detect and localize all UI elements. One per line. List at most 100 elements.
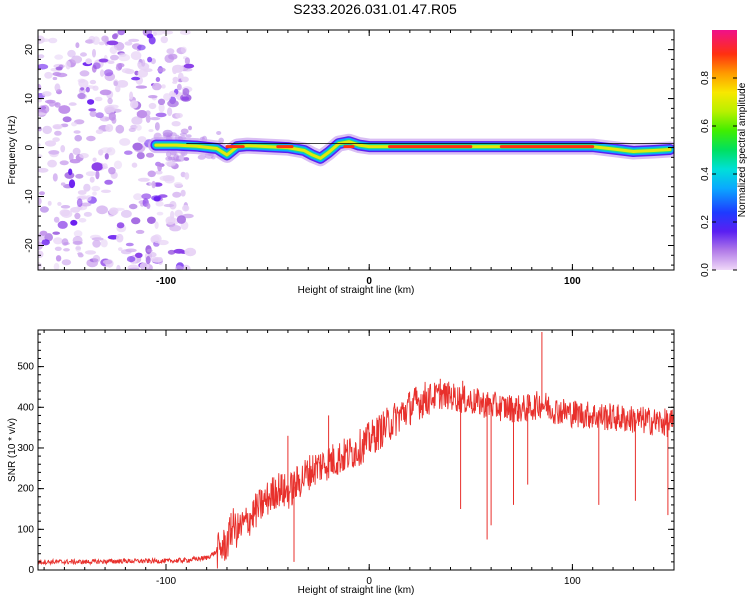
noise-blob xyxy=(157,98,166,106)
noise-blob xyxy=(38,197,42,206)
noise-blob xyxy=(44,140,57,147)
noise-blob xyxy=(60,209,73,218)
noise-blob xyxy=(100,189,112,193)
noise-blob xyxy=(58,64,64,70)
noise-blob xyxy=(141,193,152,200)
noise-blob xyxy=(89,176,95,183)
noise-blob xyxy=(177,83,182,91)
noise-blob xyxy=(54,83,61,92)
noise-blob xyxy=(126,256,136,263)
noise-blob xyxy=(63,242,70,246)
noise-blob xyxy=(133,193,143,201)
noise-blob xyxy=(163,93,172,101)
noise-blob xyxy=(175,112,183,119)
noise-blob xyxy=(162,30,174,35)
noise-blob xyxy=(102,259,113,265)
noise-blob xyxy=(92,254,101,263)
noise-blob xyxy=(99,69,105,77)
noise-blob xyxy=(113,160,123,170)
noise-blob xyxy=(148,36,156,45)
noise-blob xyxy=(53,237,63,245)
noise-blob xyxy=(180,128,189,134)
noise-blob xyxy=(116,233,124,243)
noise-blob xyxy=(120,209,132,218)
noise-blob xyxy=(125,242,134,247)
noise-blob xyxy=(167,156,176,161)
snr-series xyxy=(38,332,674,569)
colorbar-tick-label: 0.8 xyxy=(700,71,711,85)
noise-blob xyxy=(55,255,62,262)
noise-blob xyxy=(104,117,110,121)
noise-blob xyxy=(99,89,112,96)
colorbar-tick-label: 0.6 xyxy=(700,119,711,133)
noise-blob xyxy=(116,264,121,270)
noise-blob xyxy=(182,204,190,212)
noise-blob xyxy=(108,167,116,175)
noise-blob xyxy=(54,130,62,136)
noise-blob xyxy=(75,42,80,49)
noise-blob xyxy=(72,147,81,155)
noise-blob xyxy=(41,239,50,246)
noise-blob xyxy=(155,122,161,131)
noise-blob xyxy=(70,207,81,213)
y-tick-label: 100 xyxy=(17,524,34,535)
noise-blob xyxy=(38,112,47,116)
noise-blob xyxy=(139,262,150,270)
noise-blob xyxy=(44,71,53,79)
noise-blob xyxy=(165,160,177,166)
colorbar-tick-label: 0.0 xyxy=(700,263,711,277)
noise-blob xyxy=(84,250,97,255)
noise-blob xyxy=(80,52,87,57)
noise-blob xyxy=(83,211,92,217)
noise-blob xyxy=(137,177,150,182)
noise-blob xyxy=(77,253,84,258)
snr-line xyxy=(38,381,674,569)
noise-blob xyxy=(78,218,87,223)
noise-blob xyxy=(146,248,153,253)
noise-blob xyxy=(71,55,83,64)
noise-blob xyxy=(108,112,116,121)
noise-blob xyxy=(92,48,96,58)
noise-blob xyxy=(77,92,86,100)
noise-blob xyxy=(80,202,92,207)
noise-blob xyxy=(167,107,173,117)
noise-blob xyxy=(216,131,222,135)
noise-blob xyxy=(76,198,83,208)
noise-blob xyxy=(148,102,157,110)
noise-blob xyxy=(145,256,151,265)
noise-blob xyxy=(54,54,64,60)
noise-blob xyxy=(147,56,153,63)
noise-blob xyxy=(68,152,74,162)
noise-blob xyxy=(141,59,146,67)
noise-blob xyxy=(95,112,104,119)
y-tick-label: -20 xyxy=(24,238,35,253)
x-tick-label: -100 xyxy=(156,576,176,587)
noise-blob xyxy=(176,215,186,224)
noise-blob xyxy=(162,175,175,182)
noise-blob xyxy=(53,216,60,223)
noise-blob xyxy=(117,30,126,36)
noise-blob xyxy=(112,207,125,211)
noise-blob xyxy=(52,173,58,182)
noise-blob xyxy=(95,170,100,180)
noise-blob xyxy=(136,110,148,119)
noise-blob xyxy=(73,230,83,238)
noise-blob xyxy=(113,33,119,38)
noise-blob xyxy=(188,125,192,131)
y-tick-label: 400 xyxy=(17,402,34,413)
noise-blob xyxy=(161,84,166,89)
noise-blob xyxy=(57,201,62,206)
colorbar-label: Normalized spectral amplitude xyxy=(737,82,748,217)
top-x-axis-label: Height of straight line (km) xyxy=(298,285,415,296)
noise-blob xyxy=(185,134,192,138)
noise-blob xyxy=(135,252,143,258)
noise-blob xyxy=(135,229,145,234)
noise-blob xyxy=(173,182,183,187)
noise-blob xyxy=(38,84,42,91)
noise-blob xyxy=(147,216,156,224)
noise-blob xyxy=(95,129,104,135)
noise-blob xyxy=(155,77,161,82)
x-tick-label: -100 xyxy=(156,276,176,287)
noise-blob xyxy=(151,256,163,263)
y-tick-label: 20 xyxy=(24,44,35,56)
